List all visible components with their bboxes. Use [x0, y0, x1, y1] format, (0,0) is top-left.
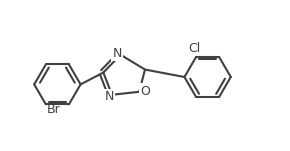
Text: Br: Br: [46, 103, 60, 116]
Text: N: N: [104, 90, 114, 103]
Text: N: N: [113, 47, 122, 60]
Text: O: O: [141, 85, 151, 98]
Text: Cl: Cl: [188, 42, 201, 55]
